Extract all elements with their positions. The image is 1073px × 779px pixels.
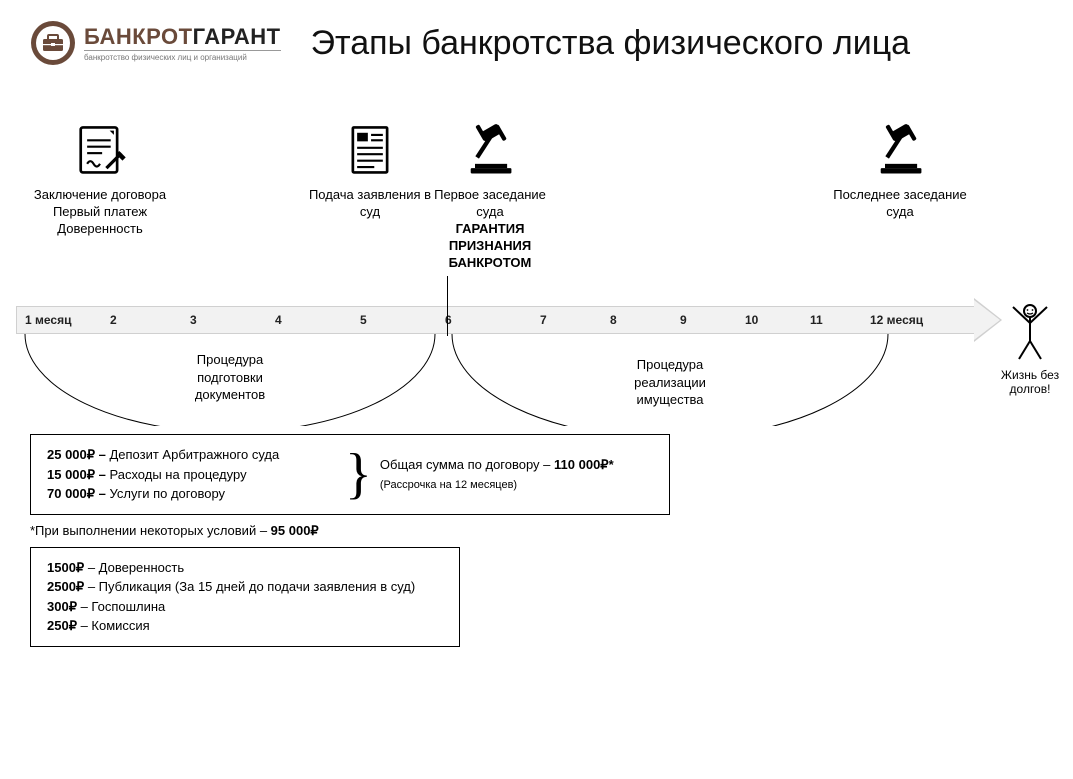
costs-list: 25 000₽ – Депозит Арбитражного суда15 00… [47,445,337,504]
timeline-tick: 5 [360,313,367,327]
timeline-divider [447,276,448,336]
timeline-tick: 7 [540,313,547,327]
gavel-icon [870,121,930,177]
timeline-step-2: Подача заявления в суд [300,121,440,221]
timeline-tick: 4 [275,313,282,327]
timeline-tick: 11 [810,313,823,327]
timeline: Заключение договораПервый платежДоверенн… [0,106,1073,426]
timeline-arrowhead [974,298,1002,342]
timeline-tick: 10 [745,313,758,327]
arc-label-prep: Процедураподготовкидокументов [150,351,310,404]
fee-item: 300₽ – Госпошлина [47,597,443,617]
gavel-icon [460,121,520,177]
document-icon [340,121,400,177]
timeline-step-1: Заключение договораПервый платежДоверенн… [30,121,170,238]
costs-total: Общая сумма по договору – 110 000₽* (Рас… [380,455,614,494]
timeline-tick: 8 [610,313,617,327]
timeline-bar [16,306,976,334]
timeline-tick: 9 [680,313,687,327]
logo-text: БАНКРОТГАРАНТ банкротство физических лиц… [84,24,281,62]
timeline-tick: 1 месяц [25,313,71,327]
cost-item: 70 000₽ – Услуги по договору [47,484,337,504]
finish-figure: Жизнь без долгов! [1000,301,1060,396]
page-title: Этапы банкротства физического лица [311,24,911,63]
cost-item: 25 000₽ – Депозит Арбитражного суда [47,445,337,465]
timeline-tick: 3 [190,313,197,327]
fees-box: 1500₽ – Доверенность2500₽ – Публикация (… [30,547,460,647]
fee-item: 1500₽ – Доверенность [47,558,443,578]
header: БАНКРОТГАРАНТ банкротство физических лиц… [0,0,1073,76]
timeline-tick: 2 [110,313,117,327]
costs-box: 25 000₽ – Депозит Арбитражного суда15 00… [30,434,670,515]
arc-label-realization: Процедурареализацииимущества [590,356,750,409]
finish-label: Жизнь без долгов! [1000,368,1060,396]
logo-subtitle: банкротство физических лиц и организаций [84,50,281,62]
fee-item: 2500₽ – Публикация (За 15 дней до подачи… [47,577,443,597]
brace-icon: } [345,446,372,502]
footnote: *При выполнении некоторых условий – 95 0… [30,523,1073,539]
cost-item: 15 000₽ – Расходы на процедуру [47,465,337,485]
briefcase-icon [30,20,76,66]
timeline-tick: 6 [445,313,452,327]
fee-item: 250₽ – Комиссия [47,616,443,636]
contract-icon [70,121,130,177]
timeline-step-4: Последнее заседание суда [830,121,970,221]
timeline-step-3: Первое заседание судаГАРАНТИЯПРИЗНАНИЯБА… [420,121,560,271]
timeline-tick: 12 месяц [870,313,923,327]
logo: БАНКРОТГАРАНТ банкротство физических лиц… [30,20,281,66]
